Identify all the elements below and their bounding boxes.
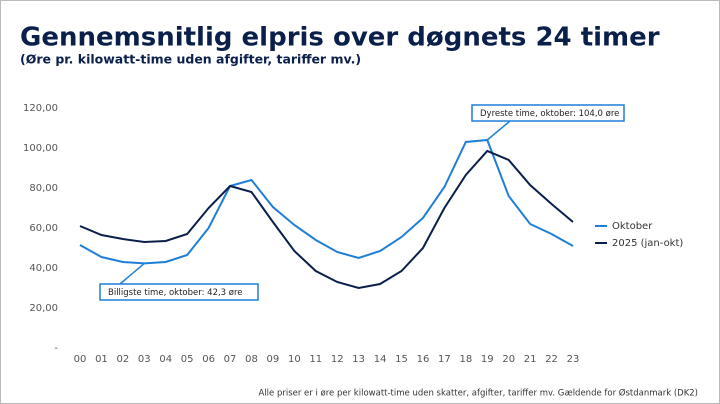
footnote: Alle priser er i øre per kilowatt-time u…: [258, 388, 698, 399]
callout-pointer: [119, 262, 145, 285]
x-tick-label: 11: [309, 354, 322, 365]
y-tick-label: 40,00: [29, 263, 58, 274]
y-tick-label: 80,00: [29, 183, 58, 194]
x-tick-label: 07: [224, 354, 237, 365]
callout-text: Billigste time, oktober: 42,3 øre: [108, 288, 243, 298]
legend-label: Oktober: [612, 221, 653, 232]
x-tick-label: 13: [352, 354, 365, 365]
callout-pointer: [486, 120, 511, 141]
x-tick-label: 09: [267, 354, 280, 365]
y-tick-label: 120,00: [23, 103, 58, 114]
x-tick-label: 01: [95, 354, 108, 365]
x-tick-label: 05: [181, 354, 194, 365]
x-tick-label: 08: [245, 354, 258, 365]
x-tick-label: 14: [374, 354, 387, 365]
chart-title: Gennemsnitlig elpris over døgnets 24 tim…: [20, 23, 660, 53]
y-tick-label: 60,00: [29, 223, 58, 234]
callout-text: Dyreste time, oktober: 104,0 øre: [480, 109, 619, 119]
callout-box: [99, 283, 259, 301]
callout-box: [471, 104, 625, 122]
x-tick-label: 04: [159, 354, 172, 365]
x-tick-label: 16: [417, 354, 430, 365]
x-tick-label: 22: [545, 354, 558, 365]
series-line: [79, 149, 574, 290]
x-tick-label: 21: [524, 354, 537, 365]
chart-subtitle: (Øre pr. kilowatt-time uden afgifter, ta…: [20, 52, 361, 67]
x-tick-label: 03: [138, 354, 151, 365]
x-tick-label: 02: [117, 354, 130, 365]
x-tick-label: 18: [459, 354, 472, 365]
series-line: [79, 138, 574, 265]
y-tick-label: 20,00: [29, 303, 58, 314]
x-tick-label: 17: [438, 354, 451, 365]
y-tick-label: 100,00: [23, 143, 58, 154]
legend-label: 2025 (jan-okt): [612, 238, 683, 249]
x-tick-label: 19: [481, 354, 494, 365]
x-tick-label: 12: [331, 354, 344, 365]
x-tick-label: 06: [202, 354, 215, 365]
x-tick-label: 23: [567, 354, 580, 365]
x-tick-label: 20: [502, 354, 515, 365]
y-tick-label: -: [54, 343, 58, 354]
x-tick-label: 15: [395, 354, 408, 365]
x-tick-label: 00: [74, 354, 87, 365]
x-tick-label: 10: [288, 354, 301, 365]
